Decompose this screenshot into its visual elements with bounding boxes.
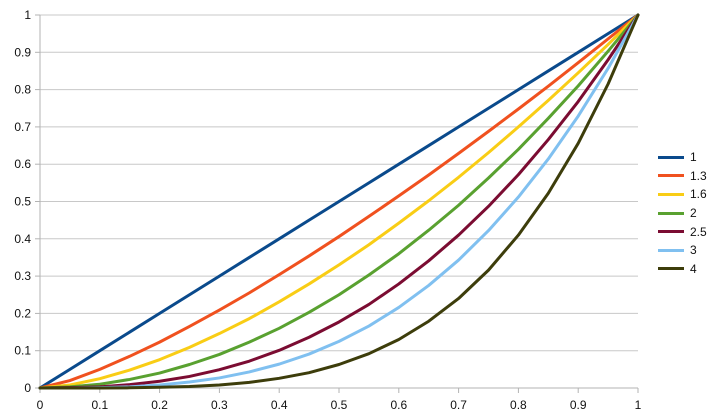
series-lines [38, 13, 640, 390]
y-tick-label: 0.6 [14, 157, 31, 171]
x-tick-label: 0.2 [151, 398, 168, 412]
legend-swatch [658, 267, 684, 271]
legend-item: 1.3 [658, 167, 707, 186]
x-tick-labels: 0 0.1 0.2 0.3 0.4 0.5 0.6 0.7 0.8 0.9 1 [37, 398, 642, 412]
legend-label: 1.3 [690, 168, 707, 183]
legend-swatch [658, 174, 684, 178]
legend-swatch [658, 211, 684, 215]
legend-swatch [658, 230, 684, 234]
gridlines [40, 14, 638, 352]
legend-item: 2.5 [658, 222, 707, 241]
x-tick-label: 0.1 [91, 398, 108, 412]
y-tick-label: 0.7 [14, 120, 31, 134]
y-tick-label: 0.4 [14, 232, 31, 246]
x-tick-label: 0.7 [450, 398, 467, 412]
y-tick-label: 0.3 [14, 269, 31, 283]
legend-label: 2.5 [690, 224, 707, 239]
y-tick-label: 0.5 [14, 195, 31, 209]
legend-label: 1.6 [690, 187, 707, 202]
y-tick-label: 0.2 [14, 306, 31, 320]
legend-swatch [658, 192, 684, 196]
x-tick-label: 0 [37, 398, 44, 412]
series-line-1.3 [38, 13, 640, 390]
series-line-2 [38, 13, 640, 390]
legend-item: 1 [658, 148, 707, 167]
legend-item: 2 [658, 204, 707, 223]
legend-swatch [658, 248, 684, 252]
y-tick-label: 1 [24, 8, 31, 22]
legend-item: 1.6 [658, 185, 707, 204]
x-tick-label: 0.3 [211, 398, 228, 412]
y-tick-label: 0.9 [14, 45, 31, 59]
y-tick-label: 0.8 [14, 83, 31, 97]
x-tick-label: 0.6 [390, 398, 407, 412]
y-tick-label: 0 [24, 381, 31, 395]
series-line-2.5 [38, 13, 640, 390]
series-line-4 [38, 13, 640, 390]
series-line-1 [38, 13, 640, 390]
legend-label: 1 [690, 150, 697, 165]
legend-label: 3 [690, 243, 697, 258]
x-tick-label: 0.9 [570, 398, 587, 412]
legend-item: 4 [658, 260, 707, 279]
legend-label: 4 [690, 261, 697, 276]
series-line-1.6 [38, 13, 640, 390]
x-tick-label: 0.5 [331, 398, 348, 412]
x-tick-label: 1 [635, 398, 642, 412]
y-tick-labels: 0 0.1 0.2 0.3 0.4 0.5 0.6 0.7 0.8 0.9 1 [14, 8, 31, 395]
legend-item: 3 [658, 241, 707, 260]
legend-swatch [658, 155, 684, 159]
x-tick-label: 0.4 [271, 398, 288, 412]
y-tick-label: 0.1 [14, 344, 31, 358]
legend-label: 2 [690, 206, 697, 221]
legend: 1 1.3 1.6 2 2.5 3 4 [658, 148, 707, 278]
x-tick-label: 0.8 [510, 398, 527, 412]
